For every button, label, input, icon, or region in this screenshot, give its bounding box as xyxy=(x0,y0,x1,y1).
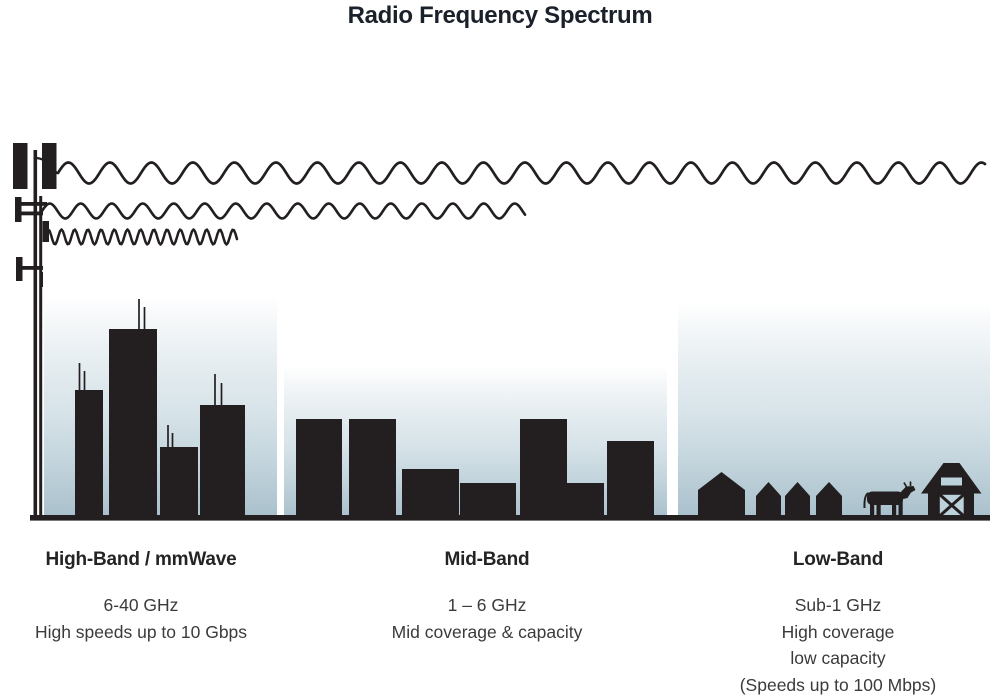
page-title: Radio Frequency Spectrum xyxy=(347,2,653,29)
mid-band-wave xyxy=(40,202,527,220)
high-band-wave xyxy=(43,228,239,246)
building-silhouette xyxy=(349,419,396,517)
midrise-buildings-scene xyxy=(296,419,654,517)
skyscraper-silhouette xyxy=(160,447,198,517)
band-desc-low-3: (Speeds up to 100 Mbps) xyxy=(739,674,937,695)
band-desc-high: High speeds up to 10 Gbps xyxy=(34,621,248,642)
band-heading-mid: Mid-Band xyxy=(444,549,530,570)
band-label-mid: Mid-Band 1 – 6 GHz Mid coverage & capaci… xyxy=(363,549,611,645)
rooftop-antennas xyxy=(78,299,223,447)
skyscraper-silhouette xyxy=(200,405,245,517)
band-freq-low: Sub-1 GHz xyxy=(794,595,882,615)
band-freq-high: 6-40 GHz xyxy=(103,595,179,615)
band-desc-low-2: low capacity xyxy=(790,648,886,668)
barn-icon xyxy=(921,463,982,519)
band-desc-low-1: High coverage xyxy=(781,621,895,642)
band-label-low: Low-Band Sub-1 GHz High coverage low cap… xyxy=(714,549,962,698)
building-silhouette xyxy=(402,469,459,517)
band-heading-low: Low-Band xyxy=(792,549,884,570)
skyscraper-silhouette xyxy=(109,329,157,517)
cow-icon xyxy=(863,481,916,517)
cell-tower-icon xyxy=(13,143,59,520)
ground-line xyxy=(30,515,990,521)
building-silhouette xyxy=(607,441,654,517)
house-icon xyxy=(816,482,842,517)
house-icon xyxy=(698,472,745,517)
building-silhouette xyxy=(567,483,604,517)
rural-farm-scene xyxy=(698,463,982,519)
band-freq-mid: 1 – 6 GHz xyxy=(447,595,527,615)
building-silhouette xyxy=(296,419,342,517)
skyscraper-silhouette xyxy=(75,390,103,517)
city-skyline-scene xyxy=(75,299,245,517)
low-band-wave xyxy=(56,161,987,185)
house-icon xyxy=(785,482,810,517)
band-desc-mid: Mid coverage & capacity xyxy=(391,621,583,642)
band-label-high: High-Band / mmWave 6-40 GHz High speeds … xyxy=(17,549,265,645)
barn-window xyxy=(941,477,962,486)
building-silhouette xyxy=(520,419,567,517)
house-icon xyxy=(756,482,781,517)
band-heading-high: High-Band / mmWave xyxy=(45,549,237,570)
building-silhouette xyxy=(460,483,516,517)
